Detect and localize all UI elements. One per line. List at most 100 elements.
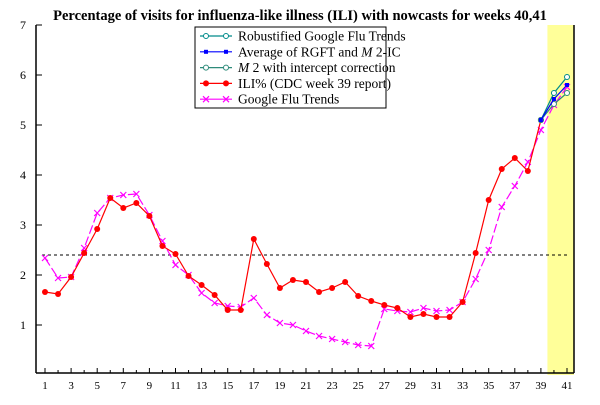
data-point xyxy=(329,285,336,291)
legend-label-part: 2 with intercept correction xyxy=(249,60,395,75)
y-tick-label: 4 xyxy=(20,168,26,182)
legend-label-part: M xyxy=(237,60,250,75)
data-point xyxy=(459,299,466,305)
x-tick-label: 37 xyxy=(509,380,521,392)
x-tick-label: 3 xyxy=(68,380,74,392)
x-tick-label: 17 xyxy=(248,380,260,392)
legend-marker xyxy=(203,64,209,71)
data-point xyxy=(133,200,140,206)
x-tick-label: 15 xyxy=(222,380,234,392)
data-point xyxy=(159,243,166,249)
data-point xyxy=(276,285,283,291)
data-point xyxy=(303,279,309,285)
y-tick-label: 7 xyxy=(20,18,26,32)
legend-marker xyxy=(203,33,209,39)
data-point xyxy=(354,341,362,349)
data-point xyxy=(472,275,480,283)
legend-marker xyxy=(223,80,229,87)
series-line-4 xyxy=(44,86,568,347)
legend-label: Google Flu Trends xyxy=(238,92,339,107)
data-point xyxy=(328,335,336,343)
x-tick-label: 21 xyxy=(301,380,312,392)
chart-title: Percentage of visits for influenza-like … xyxy=(53,8,547,24)
legend-marker xyxy=(202,95,210,103)
data-point xyxy=(407,314,414,320)
data-point xyxy=(250,236,257,242)
data-point xyxy=(55,291,62,297)
data-point xyxy=(551,97,556,101)
y-tick-label: 3 xyxy=(20,218,26,232)
x-tick-label: 5 xyxy=(94,380,100,392)
data-point xyxy=(263,261,270,267)
data-point xyxy=(302,327,310,335)
legend-marker xyxy=(223,33,229,39)
data-point xyxy=(93,209,101,217)
x-tick-label: 1 xyxy=(42,380,48,392)
data-point xyxy=(420,304,427,312)
data-point xyxy=(211,292,218,298)
data-point xyxy=(41,254,49,262)
data-point xyxy=(433,314,440,320)
data-point xyxy=(367,342,375,350)
data-point xyxy=(368,298,375,304)
data-point xyxy=(132,190,140,198)
data-point xyxy=(224,307,231,313)
x-tick-label: 41 xyxy=(562,380,573,392)
legend-label: Robustified Google Flu Trends xyxy=(238,29,406,44)
x-tick-label: 19 xyxy=(274,380,286,392)
data-point xyxy=(276,319,284,327)
data-point xyxy=(211,299,219,307)
x-tick-label: 33 xyxy=(457,380,469,392)
x-tick-label: 29 xyxy=(405,380,417,392)
data-point xyxy=(119,191,127,199)
data-point xyxy=(394,305,401,311)
data-point xyxy=(355,293,362,299)
data-point xyxy=(342,279,349,285)
nowcast-band xyxy=(547,25,574,375)
data-point xyxy=(446,306,453,314)
x-tick-label: 25 xyxy=(353,380,365,392)
data-point xyxy=(94,226,101,232)
x-tick-label: 39 xyxy=(535,380,547,392)
x-tick-label: 35 xyxy=(483,380,495,392)
data-point xyxy=(146,213,153,219)
y-tick-label: 5 xyxy=(20,118,26,132)
legend-label: M 2 with intercept correction xyxy=(237,60,396,75)
x-tick-label: 7 xyxy=(121,380,127,392)
data-point xyxy=(120,205,127,211)
data-point xyxy=(564,74,570,80)
data-point xyxy=(289,321,297,329)
data-point xyxy=(198,282,205,288)
y-tick-label: 1 xyxy=(20,318,26,332)
data-point xyxy=(511,155,518,161)
data-point xyxy=(485,246,493,254)
data-point xyxy=(107,195,114,201)
data-point xyxy=(472,250,479,256)
legend-marker xyxy=(204,49,208,54)
x-tick-label: 23 xyxy=(327,380,339,392)
legend-label-part: Google Flu Trends xyxy=(238,92,339,107)
x-tick-label: 9 xyxy=(147,380,153,392)
data-point xyxy=(68,274,75,280)
data-point xyxy=(524,168,531,174)
data-point xyxy=(250,294,258,302)
data-point xyxy=(237,307,244,313)
legend-marker xyxy=(224,49,228,54)
data-point xyxy=(420,311,427,317)
legend-marker xyxy=(203,80,209,87)
legend-label-part: Robustified Google Flu Trends xyxy=(238,29,406,44)
series-line-3 xyxy=(44,119,542,318)
x-tick-label: 13 xyxy=(196,380,208,392)
y-tick-label: 6 xyxy=(20,68,26,82)
data-point xyxy=(159,237,166,245)
legend-label-part: M xyxy=(360,44,373,59)
legend-label-part: ILI% (CDC week 39 report) xyxy=(238,76,391,91)
data-point xyxy=(172,251,179,257)
legend-label-part: Average of RGFT and xyxy=(238,44,361,59)
legend-label: ILI% (CDC week 39 report) xyxy=(238,76,391,91)
data-point xyxy=(485,197,492,203)
data-point xyxy=(81,250,88,256)
data-point xyxy=(433,307,440,315)
data-point xyxy=(185,273,192,279)
